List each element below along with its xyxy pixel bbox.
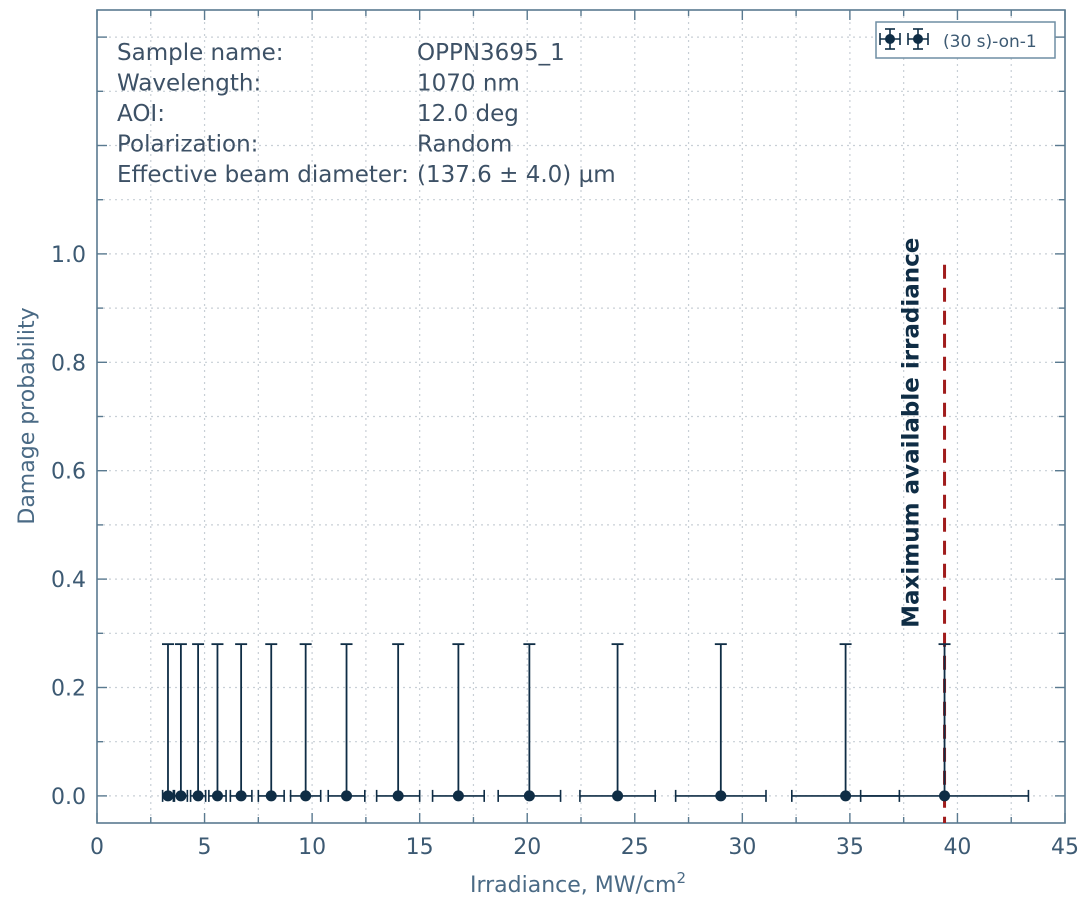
- data-point: [235, 790, 247, 802]
- legend-entry: (30 s)-on-1: [943, 32, 1037, 52]
- x-tick-label: 10: [298, 835, 326, 860]
- data-point: [192, 790, 204, 802]
- data-point: [612, 790, 624, 802]
- x-tick-label: 40: [943, 835, 971, 860]
- data-point: [341, 790, 353, 802]
- info-label: AOI:: [117, 101, 165, 127]
- info-value: Random: [417, 132, 512, 158]
- data-point: [715, 790, 727, 802]
- x-tick-label: 30: [728, 835, 756, 860]
- data-series: [161, 643, 1030, 802]
- legend: (30 s)-on-1: [875, 21, 1056, 59]
- y-tick-label: 0.0: [51, 785, 86, 810]
- info-value: OPPN3695_1: [417, 40, 565, 66]
- info-value: (137.6 ± 4.0) µm: [417, 162, 616, 188]
- info-label: Polarization:: [117, 132, 258, 158]
- x-tick-label: 15: [406, 835, 434, 860]
- data-point: [452, 790, 464, 802]
- y-tick-label: 1.0: [51, 243, 86, 268]
- data-point: [300, 790, 312, 802]
- data-point: [840, 790, 852, 802]
- reference-line-group: Maximum available irradiance: [899, 238, 947, 823]
- x-tick-label: 45: [1051, 835, 1079, 860]
- info-value: 1070 nm: [417, 71, 520, 97]
- info-label: Effective beam diameter:: [117, 162, 409, 188]
- y-axis-title: Damage probability: [15, 307, 40, 524]
- data-point: [211, 790, 223, 802]
- info-value: 12.0 deg: [417, 101, 519, 127]
- info-block: Sample name: OPPN3695_1 Wavelength: 1070 nm…: [117, 40, 616, 188]
- data-point: [175, 790, 187, 802]
- x-tick-label: 0: [90, 835, 104, 860]
- y-tick-label: 0.8: [51, 351, 86, 376]
- y-tick-label: 0.4: [51, 568, 86, 593]
- info-label: Wavelength:: [117, 71, 261, 97]
- x-tick-label: 35: [836, 835, 864, 860]
- x-axis-title: Irradiance, MW/cm2: [470, 869, 686, 898]
- legend-marker-icon: [879, 28, 929, 50]
- axis-ticks: 0 5 10 15 20 25 30 35 40 45 0.0 0.2 0.4 0.6 0.8 1.0: [51, 10, 1079, 860]
- data-point: [265, 790, 277, 802]
- x-tick-label: 5: [198, 835, 212, 860]
- legend-dot: [885, 34, 895, 44]
- data-point: [392, 790, 404, 802]
- x-tick-label: 20: [513, 835, 541, 860]
- x-tick-label: 25: [621, 835, 649, 860]
- y-tick-label: 0.2: [51, 677, 86, 702]
- y-tick-label: 0.6: [51, 460, 86, 485]
- legend-box: [875, 21, 1056, 59]
- legend-dot: [913, 34, 923, 44]
- data-point: [523, 790, 535, 802]
- data-point: [162, 790, 174, 802]
- data-point: [939, 790, 951, 802]
- max-irradiance-label: Maximum available irradiance: [899, 238, 925, 628]
- info-label: Sample name:: [117, 40, 284, 66]
